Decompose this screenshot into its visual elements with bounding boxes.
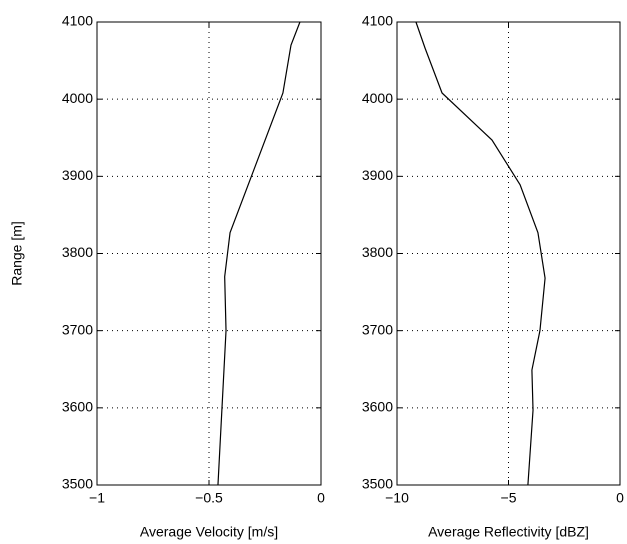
x-tick-label: −1 [89, 490, 105, 506]
plot-frame [96, 21, 322, 486]
x-tick-label: 0 [317, 490, 325, 506]
x-tick-label: −0.5 [195, 490, 223, 506]
y-tick-label: 3900 [62, 167, 93, 183]
y-tick-label: 3600 [62, 399, 93, 415]
y-tick-label: 3700 [62, 321, 93, 337]
y-axis-label: Range [m] [9, 221, 25, 286]
y-tick-label: 3500 [62, 476, 93, 492]
y-tick-label: 4000 [362, 90, 393, 106]
x-axis-label: Average Reflectivity [dBZ] [428, 524, 589, 540]
x-tick-label: 0 [616, 490, 624, 506]
y-tick-label: 3600 [362, 399, 393, 415]
y-tick-label: 3800 [62, 244, 93, 260]
plot-frame [396, 21, 621, 486]
y-tick-label: 4000 [62, 90, 93, 106]
y-tick-label: 3500 [362, 476, 393, 492]
y-tick-label: 3800 [362, 244, 393, 260]
data-line [217, 21, 301, 486]
y-tick-label: 3700 [362, 321, 393, 337]
y-tick-label: 4100 [62, 13, 93, 29]
x-axis-label: Average Velocity [m/s] [140, 524, 278, 540]
data-line [415, 21, 546, 486]
x-tick-label: −5 [501, 490, 517, 506]
y-tick-label: 3900 [362, 167, 393, 183]
y-tick-label: 4100 [362, 13, 393, 29]
x-tick-label: −10 [385, 490, 409, 506]
